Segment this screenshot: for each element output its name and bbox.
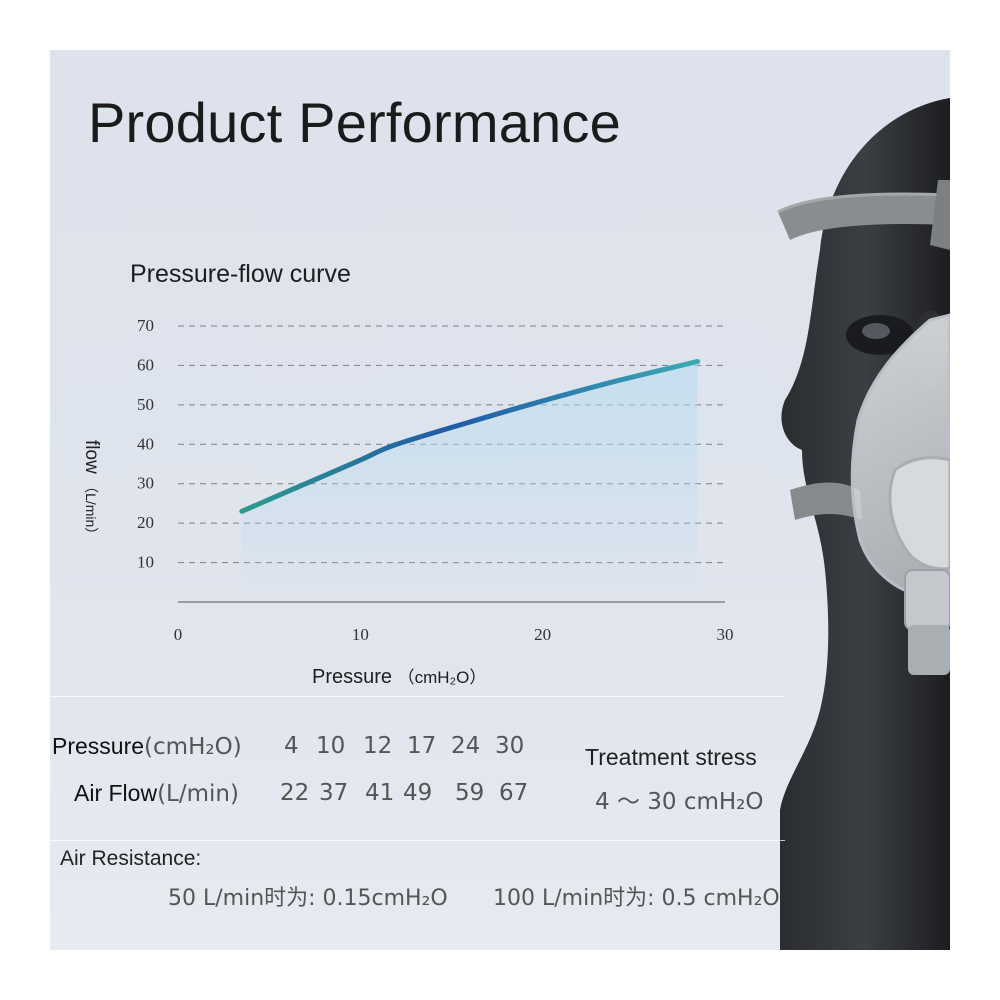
- mask-frame: [888, 456, 950, 571]
- x-tick-label: 10: [352, 625, 369, 644]
- treatment-stress-value: 4 ～ 30 cmH₂O: [595, 789, 764, 815]
- x-tick-label: 0: [174, 625, 183, 644]
- pressure-flow-chart: 10 20 30 40 50 60 70 0 10 20 30: [137, 316, 734, 644]
- airflow-cell: 67: [499, 780, 529, 806]
- x-axis-unit: （cmH₂O）: [397, 668, 487, 687]
- pressure-row-label: Pressure: [52, 733, 145, 759]
- series-line: [239, 358, 701, 514]
- y-axis-label: flow: [81, 440, 102, 474]
- pressure-cell: 10: [316, 733, 346, 759]
- airflow-row: Air Flow(L/min): [74, 780, 239, 807]
- pressure-cell: 17: [407, 733, 437, 759]
- air-resistance-label: Air Resistance:: [60, 847, 202, 870]
- airflow-row-unit: (L/min): [157, 781, 239, 807]
- series-area: [241, 361, 698, 592]
- air-resistance-value-100: 100 L/min时为: 0.5 cmH₂O: [493, 886, 780, 911]
- y-tick-label: 70: [137, 316, 154, 335]
- pressure-cell: 30: [495, 733, 525, 759]
- x-tick-label: 30: [717, 625, 734, 644]
- pressure-cell: 12: [363, 733, 393, 759]
- chart-title: Pressure-flow curve: [130, 260, 351, 288]
- airflow-row-label: Air Flow: [74, 780, 158, 806]
- y-tick-label: 50: [137, 395, 154, 414]
- x-axis-label: Pressure: [312, 666, 393, 688]
- air-resistance-value-50: 50 L/min时为: 0.15cmH₂O: [168, 886, 448, 911]
- y-tick-label: 40: [137, 434, 154, 453]
- y-tick-label: 20: [137, 513, 154, 532]
- treatment-stress-label: Treatment stress: [585, 744, 757, 770]
- airflow-cell: 49: [403, 780, 433, 806]
- airflow-cell: 41: [365, 780, 395, 806]
- pressure-cell: 4: [284, 733, 299, 759]
- pressure-row-unit: (cmH₂O): [144, 734, 242, 760]
- page-title: Product Performance: [88, 91, 621, 154]
- airflow-cell: 59: [455, 780, 485, 806]
- x-axis-title: Pressure （cmH₂O）: [312, 663, 486, 689]
- headgear-side-strap: [790, 482, 862, 520]
- y-axis-unit: （L/min）: [83, 479, 99, 542]
- headgear-strap: [778, 193, 950, 240]
- divider: [50, 840, 785, 841]
- x-tick-label: 20: [534, 625, 551, 644]
- y-tick-label: 60: [137, 355, 154, 374]
- pressure-row: Pressure(cmH₂O): [52, 733, 242, 760]
- pressure-cell: 24: [451, 733, 481, 759]
- y-tick-label: 30: [137, 474, 154, 493]
- product-performance-panel: Product Performance Pressure-flow curve …: [50, 50, 950, 950]
- airflow-cell: 37: [319, 780, 349, 806]
- airflow-cell: 22: [280, 780, 310, 806]
- y-tick-label: 10: [137, 553, 154, 572]
- divider: [50, 696, 785, 697]
- mannequin-mask-illustration: [777, 98, 950, 950]
